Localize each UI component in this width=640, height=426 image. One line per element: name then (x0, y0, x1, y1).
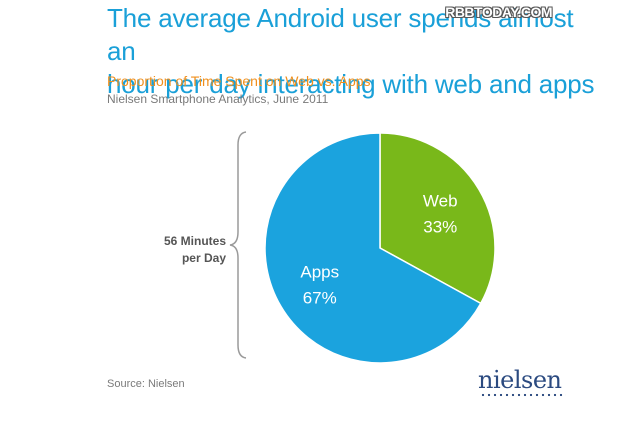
total-time-line-2: per Day (181, 251, 226, 265)
pie-slices (264, 132, 496, 364)
title-line-1: The average Android user spends almost a… (107, 3, 574, 66)
slice-name-web: Web (423, 191, 458, 210)
watermark: RBBTODAY.COM (445, 4, 552, 20)
source-date-line: Nielsen Smartphone Analytics, June 2011 (107, 92, 329, 106)
chart-subtitle: Proportion of Time Spent on Web vs. Apps (107, 73, 371, 89)
slice-name-apps: Apps (300, 263, 339, 282)
footer-source: Source: Nielsen (107, 378, 185, 390)
pie-slice-labels: Web 33% Apps 67% (300, 191, 457, 307)
nielsen-logo: nielsen (478, 366, 562, 394)
slice-value-web: 33% (423, 217, 457, 236)
pie-slice-web (379, 132, 496, 305)
total-time-line-1: 56 Minutes (163, 234, 226, 248)
pie-slice-apps (264, 132, 482, 364)
total-time-label: 56 Minutes per Day (140, 233, 226, 267)
nielsen-logo-dots (480, 393, 566, 397)
slice-value-apps: 67% (303, 289, 337, 308)
chart-title: The average Android user spends almost a… (107, 2, 607, 101)
title-line-2: hour per day interacting with web and ap… (107, 69, 595, 99)
brace-bracket (229, 131, 247, 359)
